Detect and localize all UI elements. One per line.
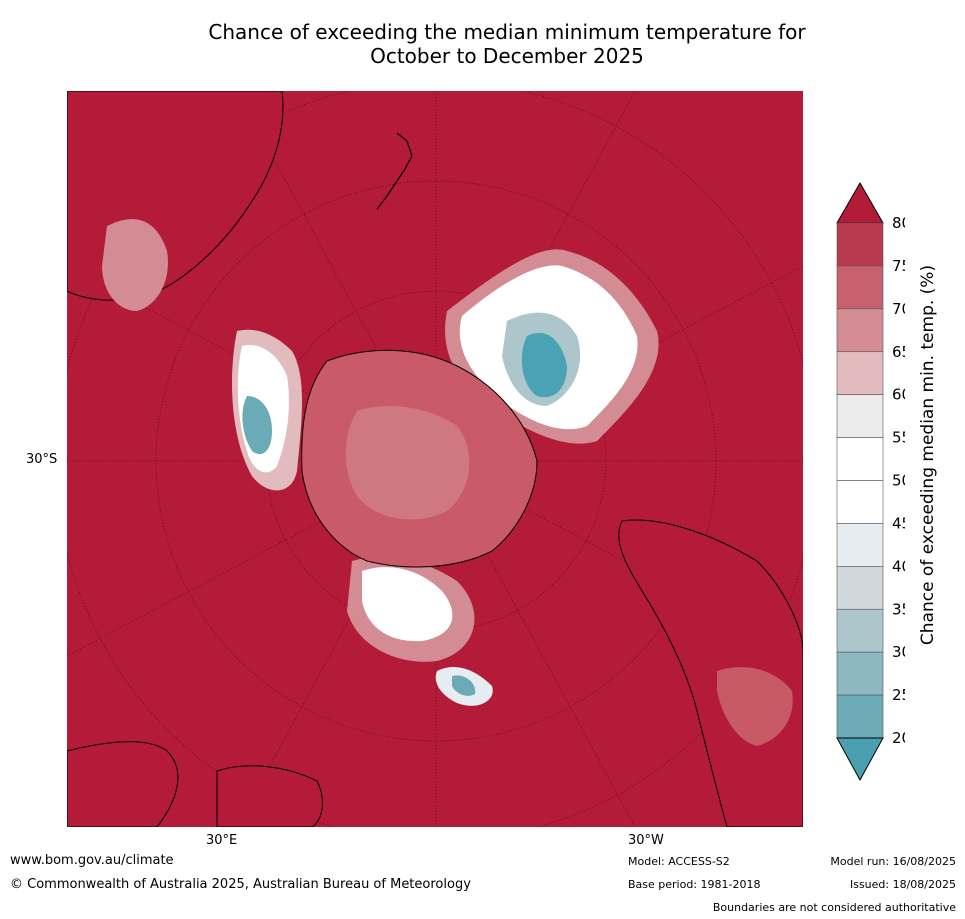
antarctica-region [301, 349, 538, 568]
colorbar-tick-label: 20 [892, 729, 905, 747]
colorbar-band [836, 351, 884, 395]
lon-label-30w: 30°W [628, 833, 664, 848]
colorbar-tick-label: 65 [892, 343, 905, 361]
indian-ocean-anomaly-region [232, 329, 302, 491]
footer-url: www.bom.gov.au/climate [10, 853, 174, 868]
colorbar: 80 75 70 65 60 55 50 45 40 35 30 25 20 [836, 181, 905, 782]
colorbar-band [836, 437, 884, 481]
colorbar-band [836, 523, 884, 567]
colorbar-tick-label: 80 [892, 214, 905, 232]
colorbar-tick-label: 70 [892, 300, 905, 318]
colorbar-band [836, 265, 884, 310]
footer-model-run: Model run: 16/08/2025 [830, 855, 956, 868]
lat-label-30s: 30°S [26, 452, 58, 467]
colorbar-band [836, 694, 884, 739]
footer-base-period: Base period: 1981-2018 [628, 878, 761, 891]
colorbar-tick-label: 45 [892, 514, 905, 532]
colorbar-band [836, 566, 884, 610]
colorbar-tick-label: 75 [892, 257, 905, 275]
colorbar-band [836, 480, 884, 524]
pacific-anomaly-region [347, 557, 493, 706]
colorbar-tick-labels: 80 75 70 65 60 55 50 45 40 35 30 25 20 [892, 214, 905, 747]
colorbar-band [836, 608, 884, 653]
forecast-map [67, 91, 803, 827]
footer-copyright: © Commonwealth of Australia 2025, Austra… [10, 877, 471, 892]
colorbar-band [836, 222, 884, 267]
colorbar-under-arrow [836, 737, 884, 782]
colorbar-tick-label: 25 [892, 686, 905, 704]
colorbar-tick-label: 50 [892, 472, 905, 490]
colorbar-band [836, 651, 884, 696]
chart-title: Chance of exceeding the median minimum t… [0, 20, 965, 68]
colorbar-tick-label: 60 [892, 386, 905, 404]
colorbar-bands [836, 222, 884, 739]
colorbar-tick-label: 35 [892, 600, 905, 618]
colorbar-band [836, 394, 884, 438]
title-line-1: Chance of exceeding the median minimum t… [208, 20, 806, 44]
colorbar-band [836, 308, 884, 353]
title-line-2: October to December 2025 [370, 44, 644, 68]
colorbar-tick-label: 30 [892, 643, 905, 661]
south-america-region [618, 519, 803, 827]
colorbar-tick-label: 55 [892, 429, 905, 447]
australia-region [67, 91, 284, 311]
colorbar-title: Chance of exceeding median min. temp. (%… [918, 264, 938, 646]
footer-disclaimer: Boundaries are not considered authoritat… [712, 901, 956, 914]
new-zealand-region [376, 132, 413, 210]
africa-region [67, 741, 323, 827]
colorbar-tick-label: 40 [892, 557, 905, 575]
footer-issued: Issued: 18/08/2025 [849, 878, 956, 891]
footer-model: Model: ACCESS-S2 [628, 855, 730, 868]
lon-label-30e: 30°E [206, 833, 238, 848]
colorbar-over-arrow [836, 181, 884, 224]
